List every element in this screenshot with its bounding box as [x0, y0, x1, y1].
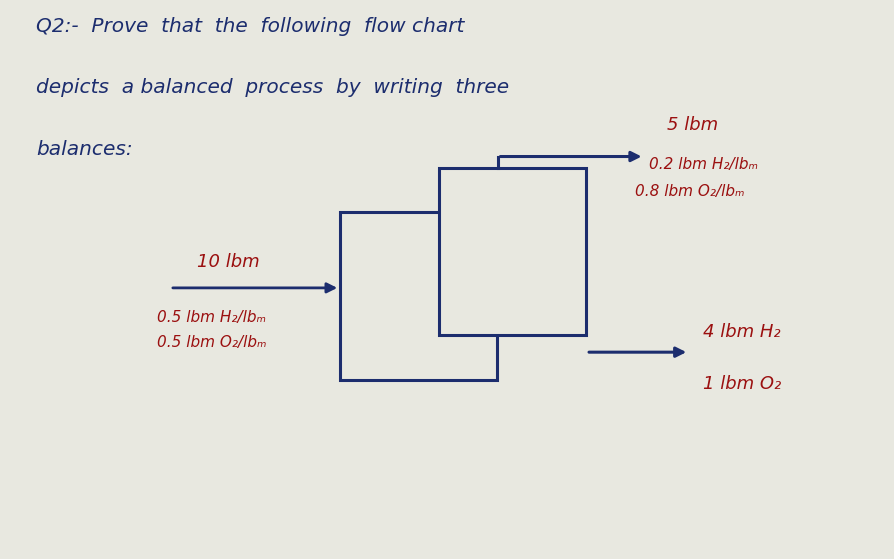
Text: 4 lbm H₂: 4 lbm H₂ — [702, 323, 780, 341]
Text: 0.5 lbm O₂/lbₘ: 0.5 lbm O₂/lbₘ — [156, 335, 266, 350]
Text: 0.5 lbm H₂/lbₘ: 0.5 lbm H₂/lbₘ — [156, 310, 266, 325]
Bar — [438, 168, 586, 335]
Text: 0.8 lbm O₂/lbₘ: 0.8 lbm O₂/lbₘ — [635, 184, 744, 200]
Text: depicts  a balanced  process  by  writing  three: depicts a balanced process by writing th… — [36, 78, 509, 97]
Text: 10 lbm: 10 lbm — [197, 253, 259, 271]
Bar — [340, 212, 496, 380]
Text: Q2:-  Prove  that  the  following  flow chart: Q2:- Prove that the following flow chart — [36, 17, 464, 36]
Text: balances:: balances: — [36, 140, 132, 159]
Text: 5 lbm: 5 lbm — [666, 116, 717, 134]
Text: 0.2 lbm H₂/lbₘ: 0.2 lbm H₂/lbₘ — [648, 157, 757, 172]
Text: 1 lbm O₂: 1 lbm O₂ — [702, 375, 780, 392]
